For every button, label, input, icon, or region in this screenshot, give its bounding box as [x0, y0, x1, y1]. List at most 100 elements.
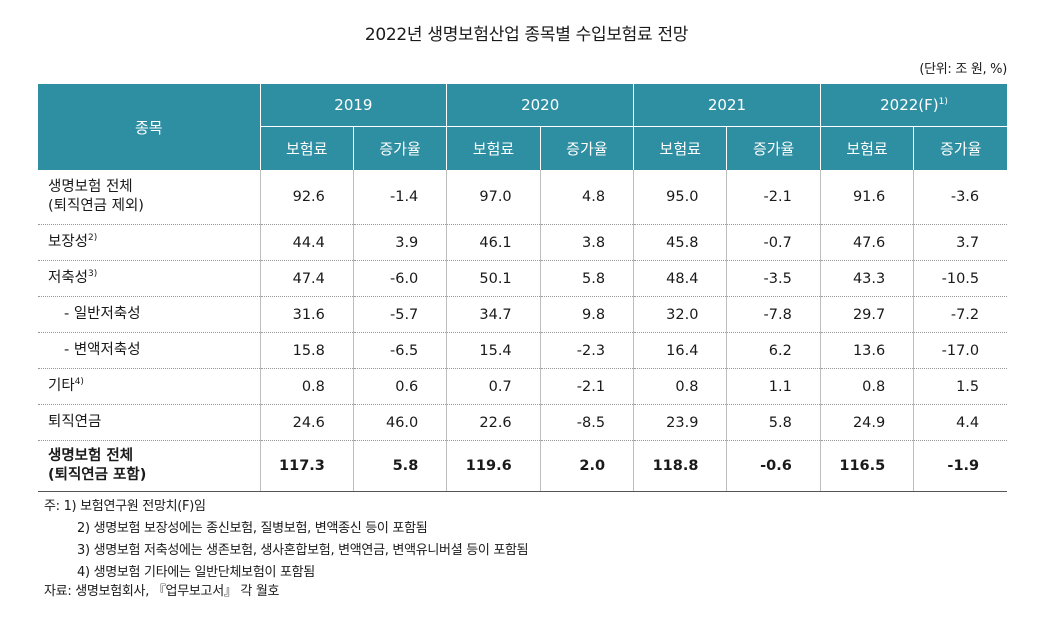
row-label-note: 4)	[74, 377, 84, 387]
cell: 15.4	[446, 332, 541, 369]
cell: 24.6	[259, 404, 354, 441]
row-label-line1: 생명보험 전체	[48, 179, 133, 195]
cell: 92.6	[259, 170, 354, 225]
cell: -10.5	[913, 260, 1008, 297]
cell: 5.8	[352, 440, 447, 492]
cell: -7.8	[726, 296, 821, 333]
cell: -2.1	[726, 170, 821, 225]
row-label: - 변액저축성	[38, 332, 260, 369]
cell: -3.5	[726, 260, 821, 297]
header-premium: 보험료	[259, 126, 354, 170]
row-label-text: 기타	[48, 378, 75, 394]
cell: 1.5	[913, 368, 1008, 405]
cell: 0.6	[352, 368, 447, 405]
cell: 46.0	[352, 404, 447, 441]
premium-forecast-table: 종목 2019 2020 2021 2022(F)1) 보험료 증가율 보험료 …	[38, 84, 1008, 492]
cell: -5.7	[352, 296, 447, 333]
row-label: 생명보험 전체 (퇴직연금 제외)	[38, 170, 260, 225]
cell: 31.6	[259, 296, 354, 333]
cell: 119.6	[446, 440, 541, 492]
cell: 15.8	[259, 332, 354, 369]
header-category: 종목	[38, 84, 260, 170]
cell: 22.6	[446, 404, 541, 441]
cell: 118.8	[633, 440, 727, 492]
header-year-2021: 2021	[633, 84, 821, 127]
cell: 48.4	[633, 260, 727, 297]
cell: -3.6	[913, 170, 1008, 225]
cell: 32.0	[633, 296, 727, 333]
cell: 3.8	[539, 224, 634, 261]
row-label: 보장성2)	[38, 224, 260, 261]
cell: 91.6	[819, 170, 914, 225]
footnotes: 주: 1) 보험연구원 전망치(F)임 2) 생명보험 보장성에는 종신보험, …	[44, 496, 529, 584]
cell: -0.7	[726, 224, 821, 261]
header-growth: 증가율	[539, 126, 634, 170]
row-label-text: 저축성	[48, 270, 89, 286]
table-row: - 변액저축성 15.8 -6.5 15.4 -2.3 16.4 6.2 13.…	[38, 332, 1008, 369]
cell: 3.7	[913, 224, 1008, 261]
unit-label: (단위: 조 원, %)	[919, 62, 1007, 77]
row-label: 저축성3)	[38, 260, 260, 297]
table-title: 2022년 생명보험산업 종목별 수입보험료 전망	[364, 25, 689, 45]
table-row: 저축성3) 47.4 -6.0 50.1 5.8 48.4 -3.5 43.3 …	[38, 260, 1008, 297]
cell: 116.5	[819, 440, 914, 492]
cell: -6.0	[352, 260, 447, 297]
cell: -0.6	[726, 440, 821, 492]
cell: -1.9	[913, 440, 1008, 492]
cell: 45.8	[633, 224, 727, 261]
cell: 117.3	[259, 440, 354, 492]
header-growth: 증가율	[913, 126, 1008, 170]
header-year-2022: 2022(F)1)	[819, 84, 1008, 127]
row-label: 생명보험 전체 (퇴직연금 포함)	[38, 440, 260, 492]
table-row: 보장성2) 44.4 3.9 46.1 3.8 45.8 -0.7 47.6 3…	[38, 224, 1008, 261]
header-year-2022-text: 2022(F)	[880, 96, 939, 114]
row-label: 퇴직연금	[38, 404, 260, 441]
header-year-2019: 2019	[259, 84, 447, 127]
footnote-4: 4) 생명보험 기타에는 일반단체보험이 포함됨	[77, 565, 315, 580]
cell: 24.9	[819, 404, 914, 441]
header-growth: 증가율	[352, 126, 447, 170]
cell: -6.5	[352, 332, 447, 369]
cell: 4.4	[913, 404, 1008, 441]
cell: 13.6	[819, 332, 914, 369]
cell: 16.4	[633, 332, 727, 369]
cell: 0.8	[819, 368, 914, 405]
footnote-2: 2) 생명보험 보장성에는 종신보험, 질병보험, 변액종신 등이 포함됨	[77, 521, 428, 536]
row-label: - 일반저축성	[38, 296, 260, 333]
cell: 5.8	[539, 260, 634, 297]
row-label-text: 보장성	[48, 234, 89, 250]
footnote-1: 주: 1) 보험연구원 전망치(F)임	[44, 499, 206, 514]
cell: 0.7	[446, 368, 541, 405]
cell: 23.9	[633, 404, 727, 441]
header-premium: 보험료	[446, 126, 541, 170]
row-label-line1: 생명보험 전체	[48, 448, 134, 464]
cell: 0.8	[259, 368, 354, 405]
row-label-note: 3)	[88, 269, 98, 279]
cell: 95.0	[633, 170, 727, 225]
cell: 47.6	[819, 224, 914, 261]
cell: -2.1	[539, 368, 634, 405]
cell: -8.5	[539, 404, 634, 441]
source-note: 자료: 생명보험회사, 『업무보고서』 각 월호	[44, 584, 280, 599]
cell: 9.8	[539, 296, 634, 333]
row-label-line2: (퇴직연금 포함)	[48, 467, 147, 483]
header-premium: 보험료	[819, 126, 914, 170]
header-row-metrics: 보험료 증가율 보험료 증가율 보험료 증가율 보험료 증가율	[38, 126, 1008, 170]
header-premium: 보험료	[633, 126, 727, 170]
header-year-2020: 2020	[446, 84, 634, 127]
cell: 47.4	[259, 260, 354, 297]
cell: -1.4	[352, 170, 447, 225]
row-label-line2: (퇴직연금 제외)	[48, 198, 144, 214]
cell: 97.0	[446, 170, 541, 225]
cell: 43.3	[819, 260, 914, 297]
table-row: 생명보험 전체 (퇴직연금 제외) 92.6 -1.4 97.0 4.8 95.0…	[38, 170, 1008, 225]
cell: 3.9	[352, 224, 447, 261]
cell: 0.8	[633, 368, 727, 405]
header-growth: 증가율	[726, 126, 821, 170]
cell: -7.2	[913, 296, 1008, 333]
cell: 4.8	[539, 170, 634, 225]
table-row-total: 생명보험 전체 (퇴직연금 포함) 117.3 5.8 119.6 2.0 118…	[38, 440, 1008, 492]
table-row: 퇴직연금 24.6 46.0 22.6 -8.5 23.9 5.8 24.9 4…	[38, 404, 1008, 441]
cell: 2.0	[539, 440, 634, 492]
row-label: 기타4)	[38, 368, 260, 405]
